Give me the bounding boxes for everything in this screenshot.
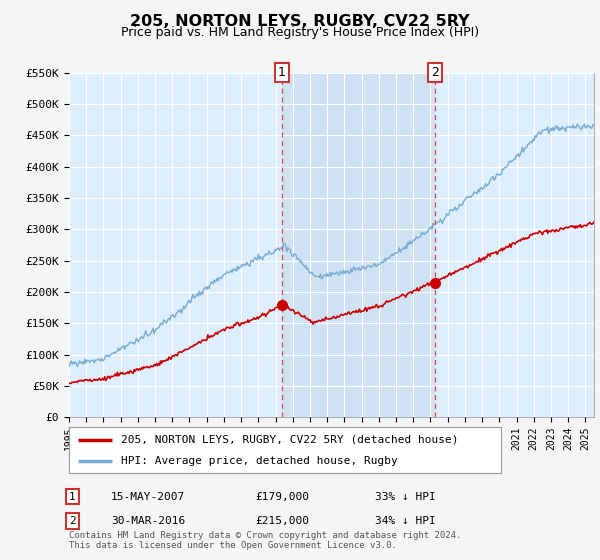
Text: 2: 2 [431,66,439,80]
Text: Price paid vs. HM Land Registry's House Price Index (HPI): Price paid vs. HM Land Registry's House … [121,26,479,39]
Text: 205, NORTON LEYS, RUGBY, CV22 5RY (detached house): 205, NORTON LEYS, RUGBY, CV22 5RY (detac… [121,435,458,445]
Text: HPI: Average price, detached house, Rugby: HPI: Average price, detached house, Rugb… [121,456,398,466]
Text: Contains HM Land Registry data © Crown copyright and database right 2024.
This d: Contains HM Land Registry data © Crown c… [69,530,461,550]
Bar [282,73,435,417]
Text: 33% ↓ HPI: 33% ↓ HPI [375,492,436,502]
Text: 1: 1 [69,492,76,502]
Text: 30-MAR-2016: 30-MAR-2016 [111,516,185,526]
Text: 205, NORTON LEYS, RUGBY, CV22 5RY: 205, NORTON LEYS, RUGBY, CV22 5RY [130,14,470,29]
Text: £215,000: £215,000 [255,516,309,526]
Text: 2: 2 [69,516,76,526]
Text: 15-MAY-2007: 15-MAY-2007 [111,492,185,502]
Text: 34% ↓ HPI: 34% ↓ HPI [375,516,436,526]
Text: £179,000: £179,000 [255,492,309,502]
Text: 1: 1 [278,66,286,80]
